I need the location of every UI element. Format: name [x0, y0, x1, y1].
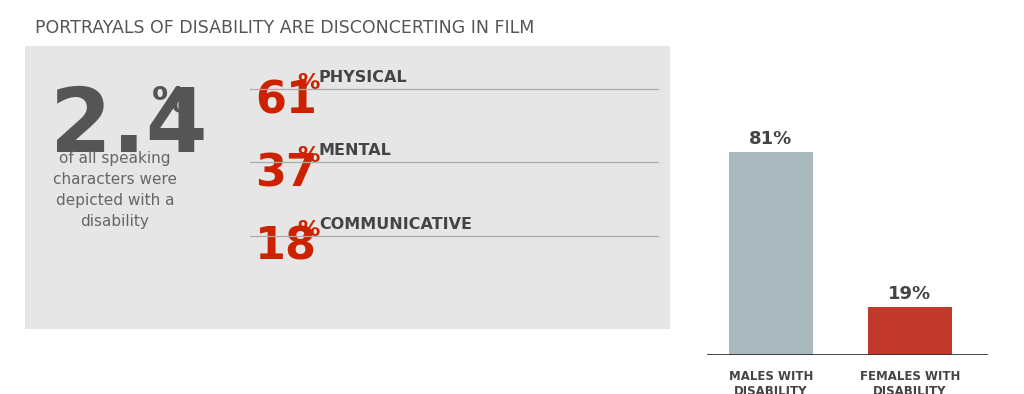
Text: MALES WITH
DISABILITY: MALES WITH DISABILITY [729, 370, 813, 394]
Text: PORTRAYALS OF DISABILITY ARE DISCONCERTING IN FILM: PORTRAYALS OF DISABILITY ARE DISCONCERTI… [35, 19, 535, 37]
FancyBboxPatch shape [25, 46, 670, 329]
Text: of all speaking
characters were
depicted with a
disability: of all speaking characters were depicted… [53, 151, 177, 229]
Text: 61: 61 [255, 79, 317, 122]
Text: 2.4: 2.4 [50, 84, 208, 171]
Text: 37: 37 [255, 152, 316, 195]
Text: MENTAL: MENTAL [319, 143, 392, 158]
Text: %: % [152, 84, 188, 118]
Text: 18: 18 [255, 226, 317, 269]
Text: 81%: 81% [750, 130, 793, 148]
Text: FEMALES WITH
DISABILITY: FEMALES WITH DISABILITY [860, 370, 961, 394]
Text: COMMUNICATIVE: COMMUNICATIVE [319, 217, 472, 232]
Bar [729, 152, 813, 355]
Text: 19%: 19% [889, 285, 932, 303]
Text: %: % [297, 220, 319, 240]
Bar [868, 307, 951, 355]
Text: PHYSICAL: PHYSICAL [319, 70, 408, 85]
Text: %: % [297, 146, 319, 166]
Text: %: % [297, 73, 319, 93]
